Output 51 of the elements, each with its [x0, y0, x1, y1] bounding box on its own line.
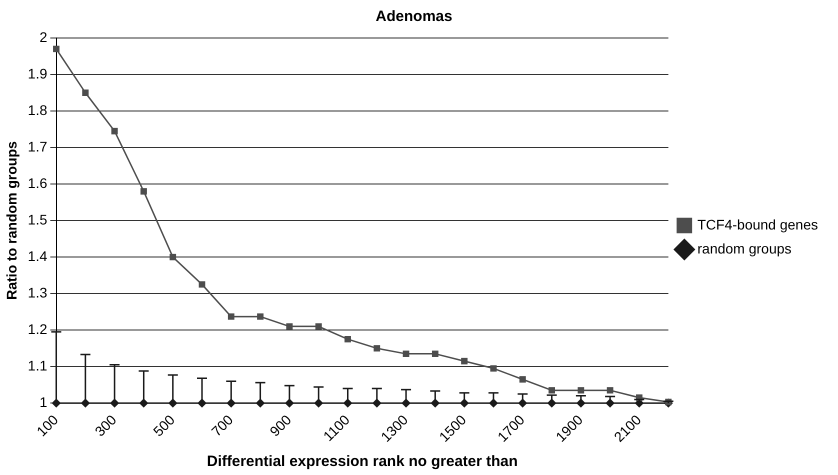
point	[198, 281, 206, 288]
point	[81, 398, 90, 408]
point	[606, 398, 614, 408]
point	[110, 398, 119, 408]
x-tick-label: 500	[150, 411, 178, 440]
x-axis-title: Differential expression rank no greater than	[206, 453, 518, 470]
point	[257, 313, 264, 320]
point	[461, 358, 468, 364]
chart-title: Adenomas	[376, 8, 452, 26]
point	[548, 387, 556, 394]
point	[170, 254, 176, 260]
y-tick-label: 1.6	[28, 174, 48, 191]
x-tick-label: 700	[208, 411, 236, 440]
y-tick-label: 1.4	[28, 248, 48, 264]
x-tick-label: 300	[92, 411, 120, 440]
y-tick-label: 1.1	[28, 357, 48, 374]
y-tick-label: 1.3	[28, 284, 48, 300]
point	[374, 345, 380, 352]
point	[578, 387, 584, 394]
point	[228, 313, 234, 320]
point	[606, 387, 614, 394]
point	[111, 128, 118, 134]
point	[518, 398, 527, 408]
point	[519, 376, 526, 383]
point	[372, 398, 382, 408]
point	[402, 350, 410, 358]
point	[140, 188, 147, 195]
y-tick-label: 1.5	[28, 211, 48, 228]
point	[576, 398, 586, 408]
y-tick-label: 2	[39, 28, 48, 45]
point	[314, 398, 323, 408]
legend-label: TCF4-bound genes	[697, 216, 818, 232]
point	[344, 336, 351, 342]
y-tick-label: 1.2	[28, 320, 48, 337]
y-tick-label: 1.7	[28, 138, 48, 154]
x-tick-label: 900	[266, 411, 294, 440]
point	[432, 350, 438, 358]
point	[285, 398, 294, 408]
x-tick-label: 100	[33, 411, 62, 440]
point	[82, 90, 89, 96]
y-tick-label: 1.8	[28, 102, 48, 118]
y-tick-label: 1.9	[28, 65, 48, 82]
point	[315, 323, 322, 330]
point	[286, 323, 293, 330]
y-tick-label: 1	[39, 394, 48, 410]
point	[226, 398, 236, 408]
y-axis-title: Ratio to random groups	[3, 141, 20, 300]
point	[168, 398, 178, 408]
point	[53, 46, 60, 52]
legend-label: random groups	[697, 240, 792, 256]
point	[490, 365, 497, 372]
